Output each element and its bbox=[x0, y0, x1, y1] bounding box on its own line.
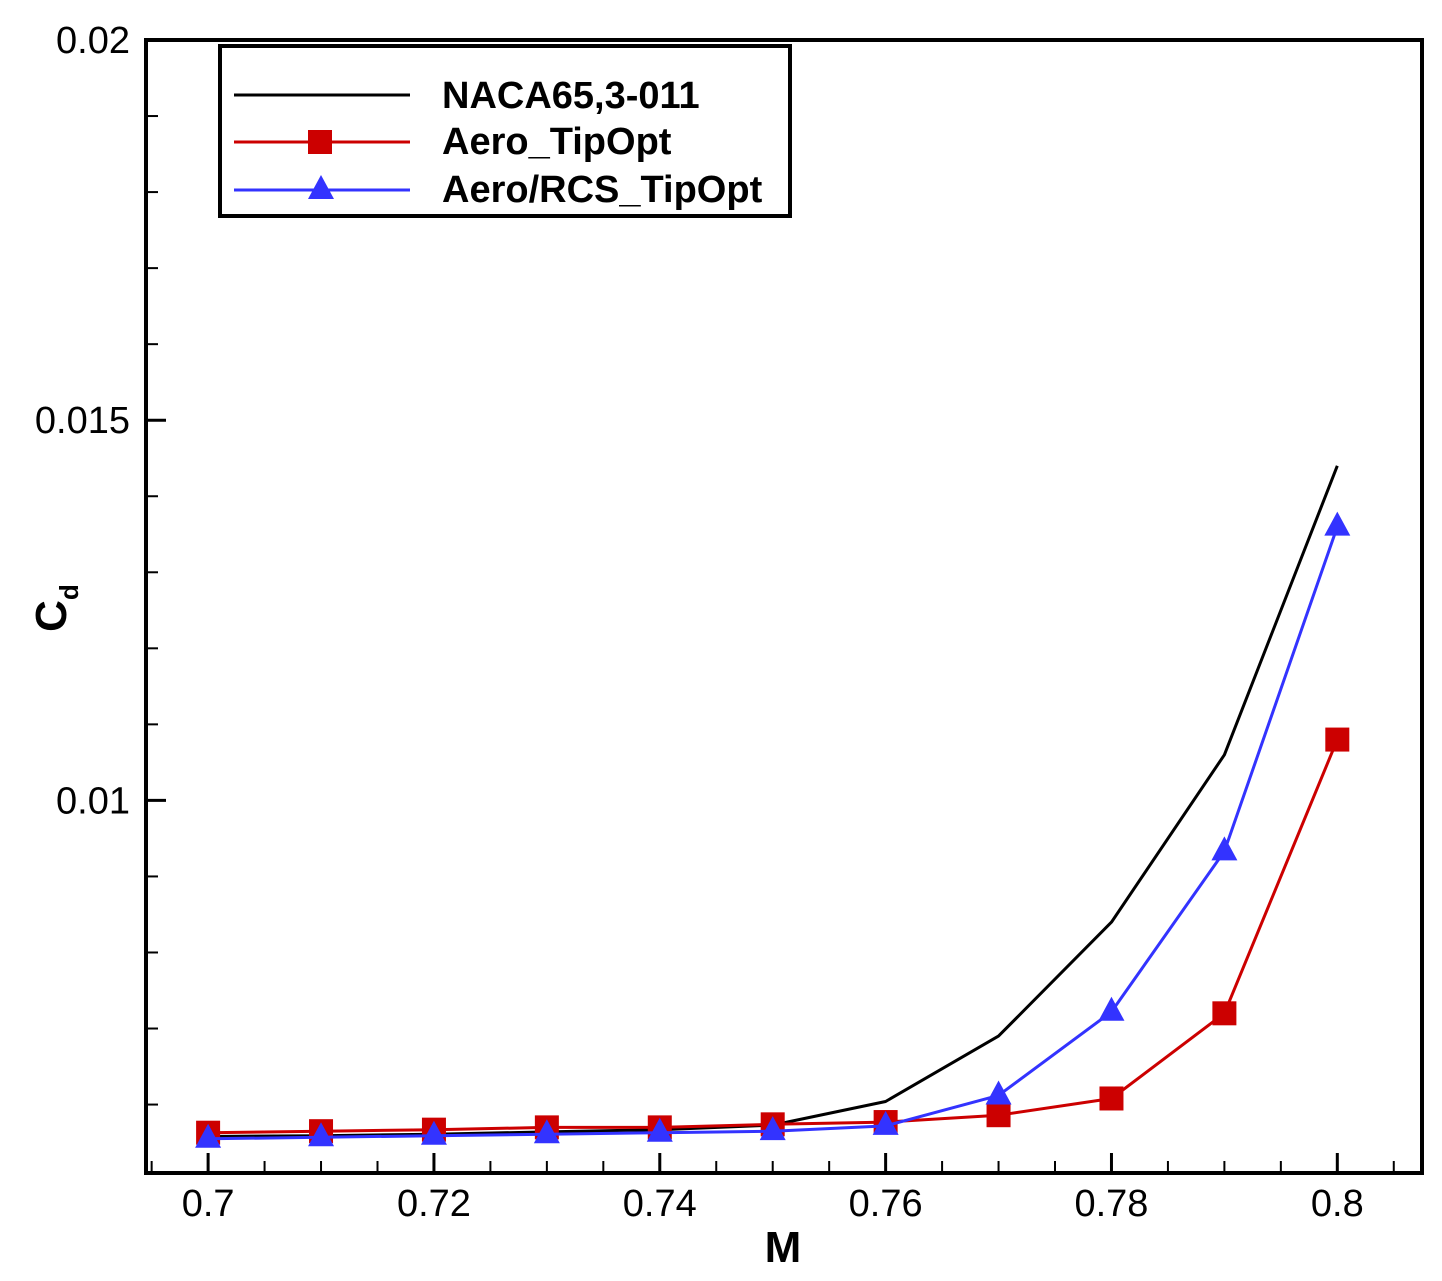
y-axis-title-group: Cd bbox=[27, 584, 84, 632]
x-tick-label: 0.74 bbox=[623, 1183, 697, 1225]
plot-frame bbox=[144, 38, 1424, 1175]
y-axis-title: C bbox=[27, 600, 76, 632]
data-point-triangle bbox=[1098, 996, 1125, 1021]
data-point-square bbox=[986, 1103, 1011, 1128]
data-point-triangle bbox=[646, 1117, 673, 1142]
data-point-square bbox=[1212, 1001, 1237, 1026]
x-tick-label: 0.78 bbox=[1074, 1183, 1148, 1225]
series-1 bbox=[196, 727, 1350, 1145]
data-point-triangle bbox=[195, 1123, 222, 1148]
legend-label-aero: Aero_TipOpt bbox=[442, 121, 672, 163]
series-0 bbox=[208, 465, 1339, 1138]
x-tick-label: 0.7 bbox=[182, 1183, 235, 1225]
legend-marker-aero-rcs bbox=[308, 175, 334, 199]
series-line bbox=[208, 526, 1339, 1141]
data-point-triangle bbox=[985, 1080, 1012, 1105]
data-point-triangle bbox=[872, 1110, 899, 1135]
legend-label-aero-rcs: Aero/RCS_TipOpt bbox=[442, 169, 763, 211]
data-point-triangle bbox=[1211, 836, 1238, 861]
x-axis-title: M bbox=[765, 1223, 802, 1272]
series-2 bbox=[195, 511, 1351, 1148]
y-tick-label: 0.02 bbox=[56, 20, 130, 62]
legend-label-naca: NACA65,3-011 bbox=[442, 75, 700, 117]
data-point-triangle bbox=[759, 1116, 786, 1141]
data-point-triangle bbox=[420, 1120, 447, 1145]
data-point-triangle bbox=[308, 1122, 335, 1147]
data-point-square bbox=[1099, 1086, 1124, 1111]
legend: NACA65,3-011 Aero_TipOpt Aero/RCS_TipOpt bbox=[218, 44, 792, 218]
x-tick-label: 0.8 bbox=[1311, 1183, 1364, 1225]
y-tick-label: 0.015 bbox=[35, 400, 130, 442]
data-point-triangle bbox=[1324, 511, 1351, 536]
y-tick-label: 0.01 bbox=[56, 780, 130, 822]
legend-marker-aero bbox=[308, 130, 332, 154]
series-line bbox=[208, 465, 1339, 1138]
x-tick-label: 0.72 bbox=[397, 1183, 471, 1225]
x-tick-label: 0.76 bbox=[849, 1183, 923, 1225]
series-layer bbox=[195, 465, 1351, 1148]
data-point-triangle bbox=[533, 1119, 560, 1144]
svg-text:Cd: Cd bbox=[27, 584, 84, 632]
y-axis-subscript: d bbox=[54, 584, 84, 600]
series-line bbox=[208, 739, 1339, 1135]
data-point-square bbox=[1325, 727, 1350, 752]
tick-labels: 0.7 0.72 0.74 0.76 0.78 0.8 0.01 0.015 0.02 bbox=[35, 20, 1364, 1225]
